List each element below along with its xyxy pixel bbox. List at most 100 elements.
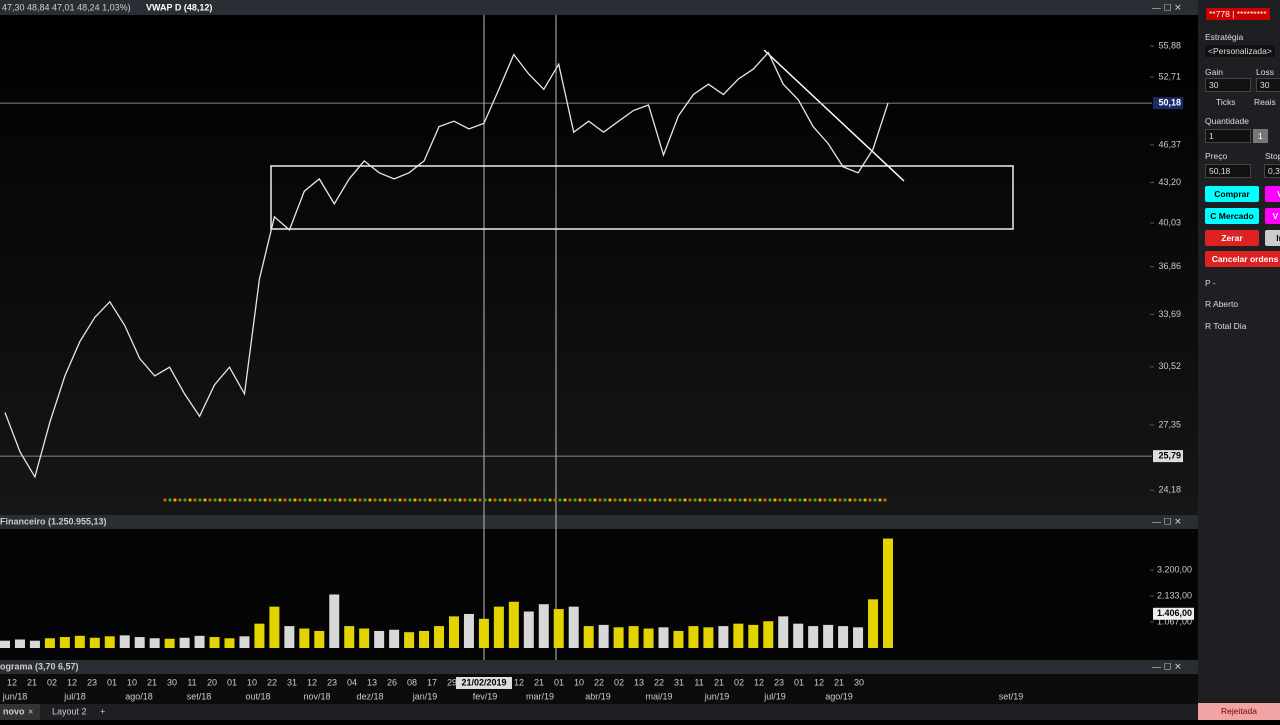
tab-add[interactable]: + (100, 706, 105, 716)
price-badge (1153, 450, 1183, 463)
signal-dot (878, 498, 882, 502)
window-buttons[interactable]: — ☐ ✕ (1152, 516, 1182, 526)
signal-dot (233, 498, 237, 502)
tab-label[interactable]: novo (3, 706, 25, 716)
x-month-label: mai/19 (645, 691, 672, 701)
volume-bar (164, 638, 175, 648)
signal-dot (473, 498, 477, 502)
volume-bar (284, 626, 295, 648)
qty-input[interactable]: 1 (1205, 129, 1251, 143)
cancel-button[interactable]: Cancelar ordens (1205, 251, 1280, 267)
label: Stop (1265, 151, 1280, 161)
signal-dot (178, 498, 182, 502)
signal-dot (423, 498, 427, 502)
volume-bar (553, 609, 564, 648)
signal-dot (843, 498, 847, 502)
volume-bar (299, 628, 310, 648)
y-tick-label: 30,52 (1158, 361, 1181, 371)
zero-button[interactable]: Zerar (1205, 230, 1259, 246)
signal-dot (603, 498, 607, 502)
x-month-label: jun/18 (2, 691, 28, 701)
radio[interactable]: Ticks (1216, 97, 1236, 107)
price-input[interactable]: 50,18 (1205, 164, 1251, 178)
stop-input[interactable]: 0,3 (1264, 164, 1280, 178)
x-month-label: fev/19 (473, 691, 498, 701)
signal-dot (428, 498, 432, 502)
sell-button[interactable]: V (1265, 186, 1280, 202)
strategy-select[interactable]: <Personalizada> (1205, 45, 1275, 57)
signal-dot (218, 498, 222, 502)
y-tick-label: 1.067,00 (1157, 616, 1192, 626)
y-tick-label: 27,35 (1158, 419, 1181, 429)
x-month-label: dez/18 (356, 691, 383, 701)
signal-dot (388, 498, 392, 502)
price-badge-label: 25,79 (1158, 450, 1181, 460)
signal-dot (718, 498, 722, 502)
account[interactable]: **778 | ********* (1206, 8, 1270, 20)
window-buttons[interactable]: — ☐ ✕ (1152, 2, 1182, 12)
signal-dot (498, 498, 502, 502)
x-day-label: 21 (714, 677, 724, 687)
volume-bar (29, 640, 40, 648)
trend-line[interactable] (763, 49, 905, 182)
label: Preço (1205, 151, 1228, 161)
signal-dot (648, 498, 652, 502)
signal-dot (803, 498, 807, 502)
radio[interactable]: Reais (1254, 97, 1276, 107)
x-day-label: 22 (654, 677, 664, 687)
signal-dot (853, 498, 857, 502)
volume-bar (74, 635, 85, 648)
x-day-label: 23 (327, 677, 337, 687)
signal-dot (798, 498, 802, 502)
tab[interactable] (0, 704, 40, 720)
signal-dot (883, 498, 887, 502)
price-panel (0, 15, 1198, 515)
signal-dot (378, 498, 382, 502)
volume-bar (838, 626, 849, 648)
volume-bar (404, 632, 415, 648)
x-month-label: out/18 (245, 691, 270, 701)
signal-dot (478, 498, 482, 502)
signal-dot (393, 498, 397, 502)
x-day-label: 21 (147, 677, 157, 687)
signal-dot (608, 498, 612, 502)
y-tick-label: 55,88 (1158, 40, 1181, 50)
signal-dot (588, 498, 592, 502)
gain-input[interactable]: 30 (1205, 78, 1251, 92)
x-day-label: 12 (814, 677, 824, 687)
signal-dot (238, 498, 242, 502)
price-badge-label: 50,18 (1158, 97, 1181, 107)
invert-button[interactable]: In (1265, 230, 1280, 246)
signal-dot (183, 498, 187, 502)
x-month-label: ago/18 (125, 691, 153, 701)
signal-dot (373, 498, 377, 502)
x-day-label: 23 (87, 677, 97, 687)
x-day-label: 26 (387, 677, 397, 687)
buy-button[interactable]: Comprar (1205, 186, 1259, 202)
signal-dot (658, 498, 662, 502)
tab-label[interactable]: Layout 2 (52, 706, 87, 716)
signal-dot (618, 498, 622, 502)
volume-bar (434, 626, 445, 648)
market-sell-button[interactable]: V M (1265, 208, 1280, 224)
tab-close[interactable]: × (28, 706, 33, 716)
signal-dot (363, 498, 367, 502)
zone-box[interactable] (270, 165, 1014, 230)
volume-bar (89, 637, 100, 648)
qty-button[interactable]: 1 (1253, 129, 1268, 143)
volume-bar (853, 627, 864, 648)
volume-bar (119, 635, 130, 648)
window-buttons[interactable]: — ☐ ✕ (1152, 661, 1182, 671)
x-day-label: 21/02/2019 (461, 677, 506, 687)
signal-dot (543, 498, 547, 502)
signal-dot (833, 498, 837, 502)
label: Loss (1256, 67, 1274, 77)
volume-bar (688, 626, 699, 648)
volume-bar (613, 627, 624, 648)
signal-dot (758, 498, 762, 502)
signal-dot (793, 498, 797, 502)
market-buy-button[interactable]: C Mercado (1205, 208, 1259, 224)
loss-input[interactable]: 30 (1256, 78, 1280, 92)
order-panel: **778 | ********* Estratégia <Personaliz… (1198, 0, 1280, 720)
x-day-label: 02 (614, 677, 624, 687)
